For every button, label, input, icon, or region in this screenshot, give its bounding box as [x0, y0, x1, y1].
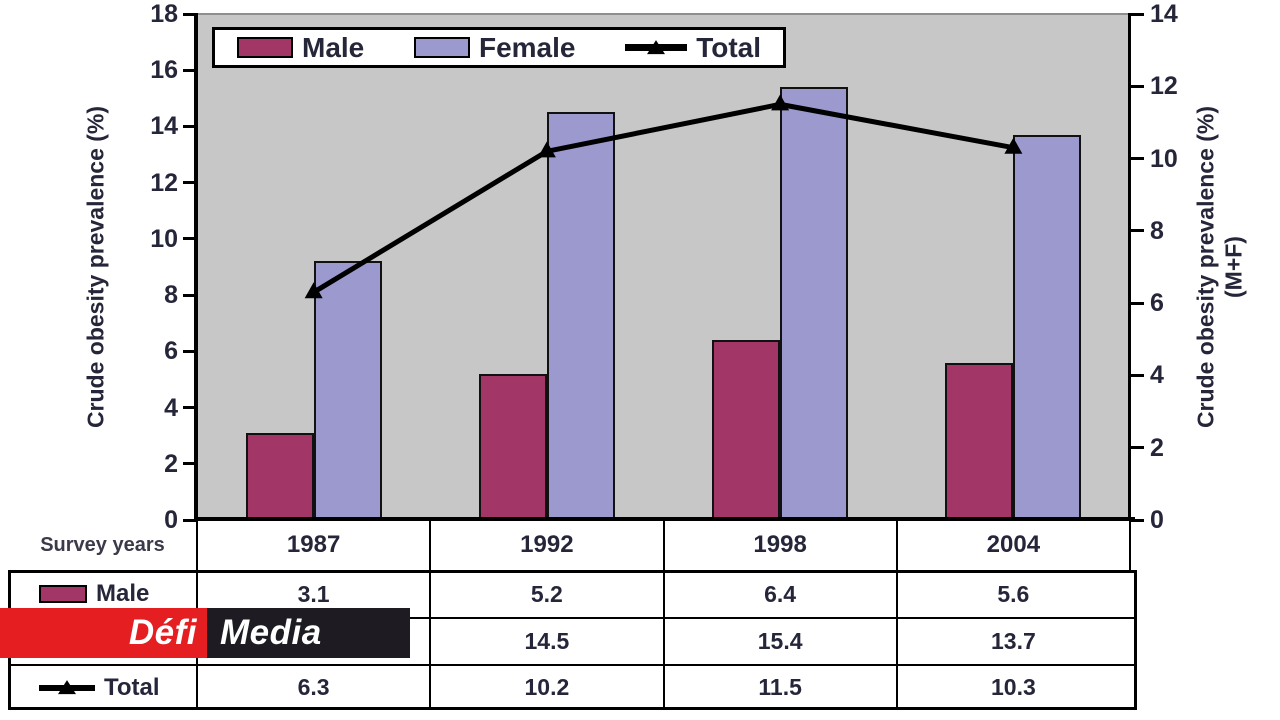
table-cell: 5.2	[530, 581, 563, 607]
table-cell: 13.7	[990, 628, 1036, 654]
legend-label: Female	[478, 31, 576, 63]
legend-item-male: Male	[237, 32, 364, 64]
year-header-1987: 1987	[286, 531, 341, 558]
male-bar-1987	[245, 432, 314, 520]
legend: Male Female Total	[212, 27, 786, 68]
left-axis-tick	[183, 293, 196, 297]
left-axis-tick-label: 0	[164, 506, 178, 534]
table-cell: 3.1	[297, 581, 330, 607]
right-axis-tick-label: 0	[1150, 506, 1164, 534]
male-legend-marker-icon	[237, 37, 293, 58]
left-axis-tick-label: 18	[150, 0, 178, 28]
left-axis-tick-label: 10	[150, 224, 178, 253]
left-axis-tick	[183, 12, 196, 16]
left-axis-tick	[183, 406, 196, 410]
table-column-divider	[429, 520, 432, 710]
right-axis-tick-label: 10	[1150, 144, 1178, 173]
female-legend-marker-icon	[413, 37, 470, 58]
table-cell: 10.2	[524, 674, 570, 700]
right-axis-tick	[1131, 518, 1144, 522]
left-axis-tick	[183, 462, 196, 466]
left-axis-tick	[183, 68, 196, 72]
table-cell: 6.4	[764, 581, 797, 607]
total-line-marker-icon	[39, 684, 95, 691]
female-bar-1998	[780, 87, 849, 520]
left-axis-tick	[183, 124, 196, 128]
year-header-1992: 1992	[520, 531, 574, 558]
male-bar-1992	[478, 373, 547, 520]
logo-media-text: Media	[220, 613, 322, 652]
legend-label: Total	[696, 31, 761, 63]
right-axis-tick	[1131, 446, 1144, 450]
logo-defi-segment: Défi	[0, 608, 207, 658]
right-axis-tick	[1131, 84, 1144, 88]
right-axis-line	[1128, 13, 1131, 521]
female-bar-2004	[1013, 134, 1082, 520]
left-axis-tick-label: 4	[164, 393, 178, 422]
table-cell: 14.5	[524, 628, 570, 654]
male-swatch-icon	[39, 585, 87, 603]
right-axis-tick	[1131, 157, 1144, 161]
table-cell: 10.3	[990, 674, 1036, 700]
left-axis-tick-label: 2	[164, 449, 178, 478]
right-axis-tick-label: 6	[1150, 289, 1164, 318]
table-column-divider	[1129, 520, 1131, 570]
male-bar-2004	[945, 362, 1014, 520]
row-label-text: Male	[96, 580, 150, 607]
left-axis-tick-label: 12	[150, 168, 178, 197]
male-bar-1998	[712, 340, 781, 520]
legend-label: Male	[302, 31, 365, 63]
left-axis-tick	[183, 349, 196, 353]
right-axis-title-line2: (M+F)	[1220, 236, 1246, 298]
table-row-divider	[8, 617, 1137, 619]
right-axis-tick	[1131, 229, 1144, 233]
left-axis-title: Crude obesity prevalence (%)	[82, 105, 109, 429]
table-cell: 5.6	[997, 581, 1030, 607]
left-axis-tick	[183, 518, 196, 522]
left-axis-tick-label: 14	[150, 112, 178, 141]
left-axis-tick-label: 8	[164, 281, 178, 310]
left-axis-line	[194, 13, 198, 521]
table-column-divider	[895, 520, 898, 710]
logo-media-segment: Media	[207, 608, 410, 658]
table-row-label-Total: Total	[11, 665, 196, 710]
total-legend-marker-icon	[625, 44, 688, 51]
right-axis-tick-label: 8	[1150, 216, 1164, 245]
left-axis-tick	[183, 181, 196, 185]
table-cell: 15.4	[757, 628, 803, 654]
x-axis-label: Survey years	[40, 533, 165, 556]
right-axis-tick-label: 2	[1150, 433, 1164, 462]
female-bar-1987	[313, 261, 382, 520]
female-bar-1992	[546, 112, 615, 520]
table-column-divider	[662, 520, 665, 710]
table-cell: 11.5	[758, 674, 802, 700]
x-axis-line	[195, 517, 1135, 521]
left-axis-tick	[183, 237, 196, 241]
right-axis-tick-label: 4	[1150, 361, 1164, 390]
legend-item-female: Female	[413, 31, 576, 64]
right-axis-tick-label: 12	[1150, 72, 1178, 101]
table-cell: 6.3	[297, 674, 330, 700]
right-axis-tick	[1131, 373, 1144, 377]
legend-item-total: Total	[625, 32, 761, 64]
right-axis-tick	[1131, 301, 1144, 305]
year-header-1998: 1998	[753, 531, 807, 558]
year-header-2004: 2004	[986, 531, 1041, 558]
right-axis-tick-label: 14	[1150, 0, 1178, 28]
left-axis-tick-label: 6	[164, 337, 178, 366]
table-row-label-Male: Male	[11, 570, 196, 618]
left-axis-tick-label: 16	[150, 56, 178, 85]
logo-defi-text: Défi	[128, 613, 197, 652]
row-label-text: Total	[104, 673, 160, 701]
right-axis-tick	[1131, 12, 1144, 16]
table-row-divider	[8, 664, 1137, 666]
